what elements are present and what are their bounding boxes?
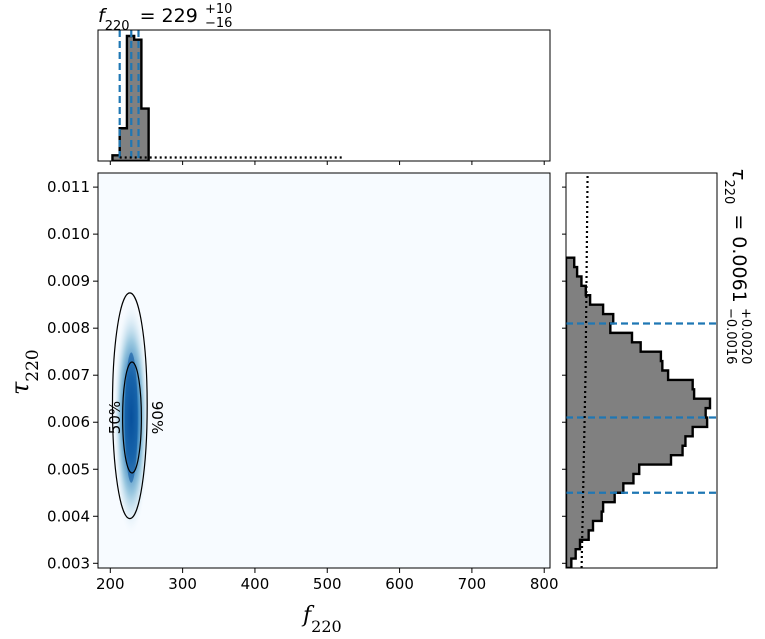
contour-label-90: 90% [148,401,166,434]
marginal-f-frame [97,29,551,162]
y-tick-label: 0.008 [47,319,90,337]
summary-tau-minus: −0.0016 [723,308,738,364]
contour-50pct [121,361,142,474]
x-tick-label: 700 [458,575,487,593]
y-tick-label: 0.004 [47,507,90,525]
marginal-tau-frame [565,172,718,569]
summary-tau-title-group: τ220 = 0.0061 +0.0020 −0.0016 [722,168,754,364]
y-tick-label: 0.009 [47,272,90,290]
y-tick-label: 0.010 [47,225,90,243]
x-tick-label: 400 [241,575,270,593]
x-axis-title: f220 [301,603,342,636]
marginal-f-panel [97,29,551,165]
x-tick-label: 500 [313,575,342,593]
y-tick-label: 0.003 [47,554,90,572]
x-tick-label: 600 [385,575,414,593]
joint-background [98,173,550,568]
y-tick-label: 0.007 [47,366,90,384]
x-tick-label: 200 [96,575,125,593]
x-tick-label: 800 [530,575,559,593]
y-axis-title: τ220 [6,349,43,395]
y-tick-label: 0.011 [47,178,90,196]
summary-tau-plus: +0.0020 [738,308,753,364]
summary-tau-title: τ220 = 0.0061 [722,168,751,303]
joint-panel: 50% 90% 200 300 400 500 600 700 800 0.003 0.004 0.… [47,172,559,593]
summary-f-plus: +10 [205,2,232,17]
marginal-tau-prior-line [580,173,589,568]
joint-frame [97,172,551,569]
summary-f-title: f220 = 229 [98,5,198,34]
y-tick-label: 0.006 [47,413,90,431]
marginal-tau-panel [562,172,718,569]
density-core [124,352,138,483]
contour-label-50: 50% [106,401,124,434]
contour-90pct [111,292,148,520]
y-tick-label: 0.005 [47,460,90,478]
summary-f-minus: −16 [205,16,232,31]
x-tick-label: 300 [168,575,197,593]
marginal-tau-histogram [566,256,712,568]
